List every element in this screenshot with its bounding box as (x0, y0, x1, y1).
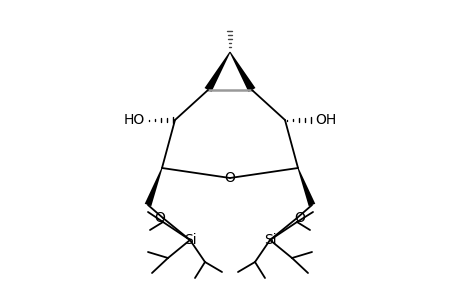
Text: Si: Si (263, 233, 276, 247)
Polygon shape (229, 52, 255, 92)
Text: HO: HO (123, 113, 145, 127)
Text: O: O (294, 211, 305, 225)
Text: Si: Si (183, 233, 196, 247)
Polygon shape (204, 52, 230, 92)
Text: O: O (154, 211, 165, 225)
Text: OH: OH (314, 113, 336, 127)
Polygon shape (297, 168, 314, 206)
Polygon shape (145, 168, 162, 206)
Text: O: O (224, 171, 235, 185)
